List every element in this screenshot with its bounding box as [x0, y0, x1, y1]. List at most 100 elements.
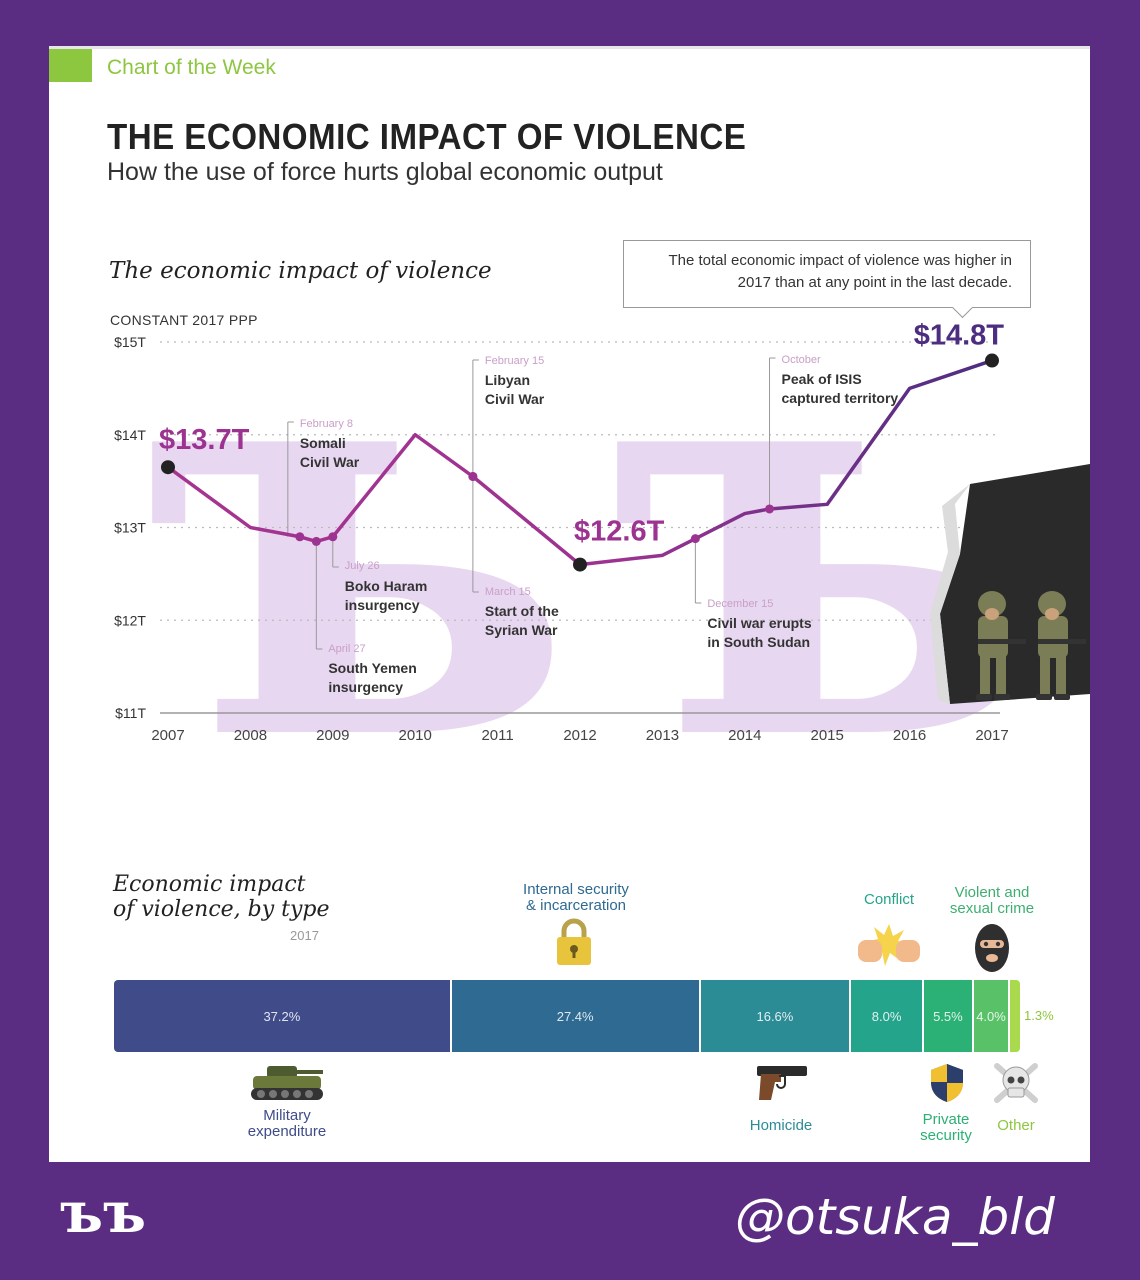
bar-segment-label: 37.2%	[263, 1008, 301, 1024]
event-label: insurgency	[345, 597, 420, 613]
label-internal-security: Internal security & incarceration	[491, 882, 661, 914]
event-point	[468, 471, 478, 481]
x-tick-label: 2008	[234, 727, 267, 744]
event-label: Syrian War	[485, 622, 558, 638]
highlight-point	[573, 557, 587, 572]
event-point	[690, 534, 700, 544]
bar-segment: 5.5%	[923, 980, 972, 1052]
y-tick-label: $14T	[114, 427, 146, 443]
type-chart-year: 2017	[290, 928, 319, 943]
footer-logo-mark: ъъ	[60, 1180, 146, 1246]
infographic-card: Chart of the Week ъ ъ THE ECONOMIC IMPAC…	[49, 46, 1090, 1162]
event-point	[295, 532, 305, 542]
x-tick-label: 2017	[975, 727, 1008, 744]
highlight-value-label: $14.8T	[914, 320, 1005, 352]
type-chart-title: Economic impact of violence, by type	[113, 872, 330, 922]
soldiers-illustration	[930, 464, 1090, 704]
label-military-line2: expenditure	[247, 1123, 327, 1140]
label-internal-line2: & incarceration	[525, 897, 627, 914]
line-chart-unit: CONSTANT 2017 PPP	[110, 312, 258, 328]
label-military: Military expenditure	[222, 1108, 352, 1140]
event-date: December 15	[707, 598, 773, 610]
label-other: Other	[997, 1117, 1035, 1134]
main-title: THE ECONOMIC IMPACT OF VIOLENCE	[107, 116, 747, 157]
bar-segment: 16.6%	[700, 980, 850, 1052]
event-date: February 8	[300, 418, 353, 430]
event-date: April 27	[328, 643, 365, 655]
event-label: Peak of ISIS	[782, 371, 862, 387]
bar-segment-label: 27.4%	[556, 1008, 594, 1024]
line-chart-title: The economic impact of violence	[109, 258, 492, 284]
label-conflict: Conflict	[863, 891, 915, 908]
label-homicide: Homicide	[749, 1117, 813, 1134]
pistol-icon	[757, 1066, 807, 1100]
event-label: Start of the	[485, 603, 559, 619]
x-tick-label: 2015	[811, 727, 844, 744]
label-private-line2: security	[920, 1127, 972, 1144]
event-label: Somali	[300, 435, 346, 451]
top-rule	[49, 46, 1090, 49]
label-military-line1: Military	[263, 1107, 311, 1124]
x-tick-label: 2010	[399, 727, 432, 744]
event-date: March 15	[485, 586, 531, 598]
event-label: South Yemen	[328, 660, 416, 676]
event-date: July 26	[345, 560, 380, 572]
bar-segment: 4.0%	[973, 980, 1009, 1052]
event-label: Boko Haram	[345, 578, 427, 594]
balaclava-icon	[975, 924, 1009, 972]
bar-segment	[1010, 980, 1020, 1052]
x-tick-label: 2007	[151, 727, 184, 744]
event-point	[311, 536, 321, 546]
label-violent-line2: sexual crime	[949, 900, 1035, 917]
event-label: Civil war erupts	[707, 615, 811, 631]
fists-icon	[858, 924, 920, 966]
event-point	[328, 532, 338, 542]
x-tick-label: 2012	[563, 727, 596, 744]
y-tick-label: $12T	[114, 612, 146, 628]
footer-handle: @otsuka_bld	[735, 1188, 1055, 1246]
event-point	[765, 504, 775, 514]
kicker-label: Chart of the Week	[107, 56, 276, 79]
event-label: in South Sudan	[707, 634, 810, 650]
padlock-icon	[557, 918, 591, 965]
callout-text: The total economic impact of violence wa…	[668, 252, 1012, 291]
main-subtitle: How the use of force hurts global econom…	[107, 158, 663, 186]
bar-segment-label: 4.0%	[976, 1008, 1006, 1024]
y-tick-label: $11T	[115, 705, 146, 721]
label-internal-line1: Internal security	[523, 881, 629, 898]
highlight-point	[161, 460, 175, 475]
skull-icon	[994, 1063, 1038, 1103]
x-tick-label: 2014	[728, 727, 761, 744]
highlight-value-label: $12.6T	[574, 516, 665, 548]
tank-icon	[251, 1066, 323, 1100]
x-tick-label: 2009	[316, 727, 349, 744]
label-private-security: Private security	[901, 1112, 991, 1144]
bar-segment-label: 16.6%	[756, 1008, 794, 1024]
shield-icon	[931, 1064, 963, 1102]
callout-box: The total economic impact of violence wa…	[623, 240, 1031, 308]
bar-segment: 37.2%	[114, 980, 450, 1052]
bar-segment-label: 5.5%	[933, 1008, 963, 1024]
bar-segment: 27.4%	[451, 980, 699, 1052]
highlight-value-label: $13.7T	[159, 424, 250, 456]
event-label: captured territory	[782, 390, 899, 406]
label-private-line1: Private	[922, 1111, 970, 1128]
label-violent-crime: Violent and sexual crime	[937, 885, 1047, 917]
type-chart-title-line1: Economic impact	[113, 872, 306, 897]
line-chart: $11T $12T $13T $14T $15T 2007 2008 2009 2010 2011…	[114, 320, 1009, 744]
kicker-box	[49, 49, 92, 82]
event-label: Civil War	[485, 391, 545, 407]
bar-segment: 8.0%	[851, 980, 922, 1052]
type-chart-title-line2: of violence, by type	[113, 897, 330, 922]
highlight-point	[985, 353, 999, 368]
x-tick-label: 2011	[481, 727, 513, 744]
event-date: February 15	[485, 355, 544, 367]
label-violent-line1: Violent and	[954, 884, 1030, 901]
event-label: insurgency	[328, 679, 403, 695]
bar-segment-label: 8.0%	[871, 1008, 902, 1024]
event-date: October	[782, 354, 821, 366]
y-tick-label: $15T	[114, 334, 146, 350]
x-tick-label: 2013	[646, 727, 679, 744]
event-label: Libyan	[485, 372, 530, 388]
x-tick-label: 2016	[893, 727, 926, 744]
